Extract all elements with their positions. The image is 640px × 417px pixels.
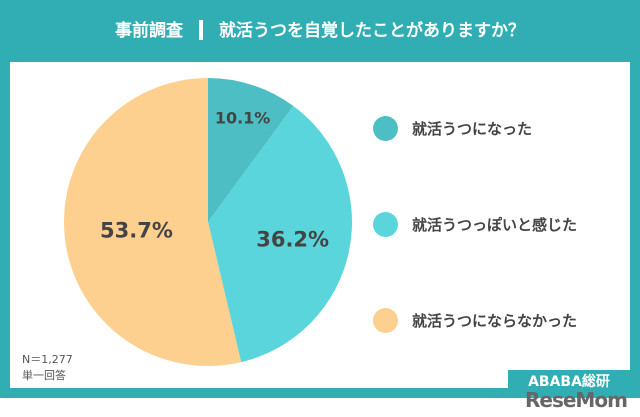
legend-label: 就活うつっぽいと感じた xyxy=(412,216,578,234)
resemom-watermark: ReseMom xyxy=(525,388,628,412)
legend-item: 就活うつっぽいと感じた xyxy=(373,212,577,237)
pie-slice xyxy=(208,78,294,222)
legend-swatch xyxy=(373,212,398,237)
question: 就活うつを自覚したことがありますか？ xyxy=(219,21,525,41)
pie-slice xyxy=(64,78,242,366)
legend-swatch xyxy=(373,308,398,333)
slice-value-label: 53.7% xyxy=(100,218,173,242)
legend-swatch xyxy=(373,116,398,141)
answer-type: 単一回答 xyxy=(22,369,66,382)
sample-note: N＝1,277 単一回答 xyxy=(22,352,73,384)
survey-label: 事前調査 xyxy=(115,21,183,41)
legend-item: 就活うつにならなかった xyxy=(373,308,577,333)
legend-item: 就活うつになった xyxy=(373,116,532,141)
slice-value-label: 36.2% xyxy=(256,227,329,251)
slice-value-label: 10.1% xyxy=(215,109,271,128)
separator xyxy=(199,20,203,40)
chart-title: 事前調査 就活うつを自覚したことがありますか？ xyxy=(0,16,640,41)
legend-label: 就活うつになった xyxy=(412,120,533,138)
sample-size: N＝1,277 xyxy=(22,353,73,366)
legend-label: 就活うつにならなかった xyxy=(412,312,578,330)
ababa-logo: ABABA総研 xyxy=(508,370,630,398)
pie-slice xyxy=(208,106,352,363)
